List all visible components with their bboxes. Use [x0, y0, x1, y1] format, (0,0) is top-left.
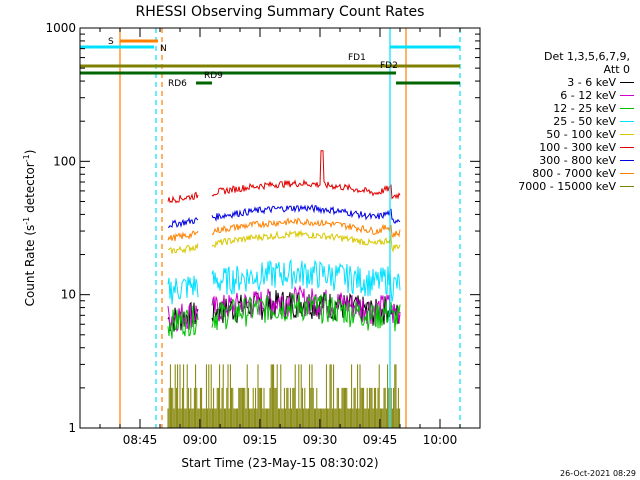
series-line-7 — [167, 230, 199, 242]
y-tick-label: 100 — [53, 154, 76, 168]
series-line-5 — [211, 150, 401, 200]
legend-header-line-1: Det 1,3,5,6,7,9, — [543, 50, 630, 63]
legend-entry: 12 - 25 keV — [480, 102, 638, 115]
x-axis-label: Start Time (23-May-15 08:30:02) — [181, 456, 378, 470]
legend-entry-label: 50 - 100 keV — [546, 128, 616, 141]
legend-entry-label: 100 - 300 keV — [539, 141, 616, 154]
legend-entry: 6 - 12 keV — [480, 89, 638, 102]
x-tick-label: 09:15 — [243, 433, 278, 447]
series-line-5 — [167, 191, 199, 204]
legend-swatch — [620, 134, 634, 135]
legend-entry-label: 7000 - 15000 keV — [518, 180, 616, 193]
flag-label: RD9 — [204, 71, 223, 81]
legend-rows: 3 - 6 keV 6 - 12 keV 12 - 25 keV 25 - 50 ke… — [480, 76, 638, 193]
legend-entry: 3 - 6 keV — [480, 76, 638, 89]
legend-swatch — [620, 95, 634, 96]
plot-frame — [79, 27, 481, 429]
flag-label: S — [108, 37, 114, 47]
legend-entry-label: 800 - 7000 keV — [532, 167, 616, 180]
legend-swatch — [620, 121, 634, 122]
series-line-6 — [211, 204, 401, 225]
series-line-2 — [211, 293, 401, 332]
legend-swatch — [620, 186, 634, 187]
legend-entry: 800 - 7000 keV — [480, 167, 638, 180]
legend-entry: 300 - 800 keV — [480, 154, 638, 167]
series-line-7 — [211, 217, 401, 239]
legend-entry: 7000 - 15000 keV — [480, 180, 638, 193]
flag-label: FD1 — [348, 53, 366, 63]
legend-swatch — [620, 82, 634, 83]
legend-swatch — [620, 160, 634, 161]
series-line-4 — [167, 243, 199, 254]
flag-label: FD2 — [380, 61, 398, 71]
legend-entry-label: 300 - 800 keV — [539, 154, 616, 167]
chart-title: RHESSI Observing Summary Count Rates — [136, 4, 425, 20]
x-tick-label: 09:45 — [363, 433, 398, 447]
legend-swatch — [620, 173, 634, 174]
legend-swatch — [620, 147, 634, 148]
y-axis-label: Count Rate (s-1 detector-1) — [22, 150, 37, 307]
axis-ticks: 1 10 100 1000 08:45 09:00 09:15 09:30 09:45 10:00 — [45, 21, 481, 447]
footer-timestamp: 26-Oct-2021 08:29 — [560, 469, 636, 478]
x-tick-label: 09:00 — [183, 433, 218, 447]
y-tick-label: 1000 — [45, 21, 76, 35]
x-tick-label: 10:00 — [423, 433, 458, 447]
series-line-6 — [168, 216, 199, 229]
legend-entry: 25 - 50 keV — [480, 115, 638, 128]
legend-entry-label: 25 - 50 keV — [553, 115, 616, 128]
legend: Det 1,3,5,6,7,9, Att 0 3 - 6 keV 6 - 12 k… — [480, 50, 638, 193]
x-tick-label: 08:45 — [123, 433, 158, 447]
y-tick-label: 10 — [61, 288, 76, 302]
flag-label: RD6 — [168, 79, 187, 89]
legend-swatch — [620, 108, 634, 109]
series-line-3 — [211, 258, 401, 302]
series-line-2 — [167, 305, 199, 339]
series-line-3 — [167, 275, 199, 305]
x-tick-label: 09:30 — [303, 433, 338, 447]
legend-entry-label: 6 - 12 keV — [560, 89, 616, 102]
flag-label: N — [160, 44, 167, 54]
data-layer: S N FD1 FD2 RD6 RD9 — [80, 28, 461, 428]
legend-entry: 50 - 100 keV — [480, 128, 638, 141]
series-line-4 — [211, 229, 401, 253]
legend-entry: 100 - 300 keV — [480, 141, 638, 154]
legend-entry-label: 12 - 25 keV — [553, 102, 616, 115]
y-tick-label: 1 — [68, 421, 76, 435]
legend-header-line-2: Att 0 — [603, 63, 630, 76]
legend-entry-label: 3 - 6 keV — [567, 76, 616, 89]
